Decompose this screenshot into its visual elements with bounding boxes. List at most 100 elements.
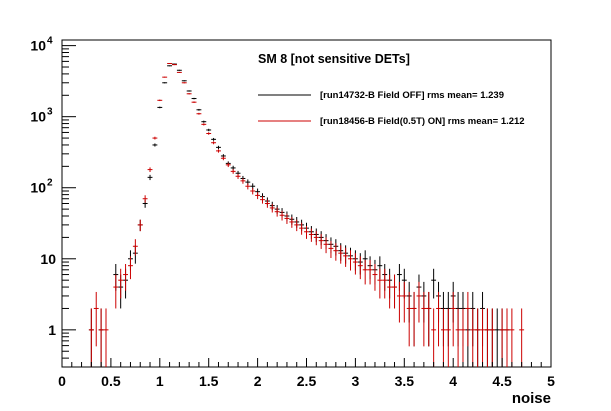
data-point	[186, 90, 192, 92]
x-tick-label: 1	[156, 373, 164, 389]
data-point	[113, 274, 119, 309]
data-point	[191, 97, 197, 100]
data-point	[260, 196, 265, 204]
data-point	[465, 291, 471, 347]
data-point	[362, 259, 368, 285]
data-point	[274, 207, 280, 217]
data-point	[162, 82, 168, 84]
data-point	[128, 256, 133, 280]
x-tick-label: 1.5	[199, 373, 219, 389]
data-point	[157, 99, 163, 102]
data-point	[196, 112, 202, 115]
data-point	[181, 80, 187, 82]
data-point	[132, 239, 138, 256]
data-point	[416, 281, 422, 323]
data-point	[352, 253, 358, 275]
data-point	[264, 199, 270, 208]
data-point	[411, 291, 417, 347]
data-point	[333, 243, 339, 261]
data-point	[98, 308, 104, 367]
x-tick-label: 3.5	[395, 373, 415, 389]
data-point	[269, 203, 275, 213]
data-point	[480, 308, 485, 367]
data-point	[289, 216, 295, 228]
data-point	[88, 308, 94, 367]
data-point	[338, 245, 344, 264]
data-point	[357, 256, 363, 280]
x-tick-label: 5	[547, 373, 555, 389]
y-tick-label: 10	[30, 109, 46, 125]
data-point	[176, 69, 182, 71]
data-point	[475, 308, 481, 367]
y-tick-exponent: 4	[47, 36, 53, 47]
data-point	[318, 234, 324, 249]
data-point	[396, 281, 402, 323]
chart-title: SM 8 [not sensitive DETs]	[258, 52, 410, 66]
data-point	[250, 187, 256, 195]
data-point	[152, 136, 158, 140]
data-point	[489, 308, 495, 367]
data-point	[348, 250, 353, 271]
data-point	[460, 308, 466, 367]
series-0	[88, 63, 510, 367]
data-point	[387, 274, 393, 309]
legend: [run14732-B Field OFF] rms mean= 1.239 […	[258, 90, 525, 127]
data-point	[382, 268, 388, 299]
data-point	[216, 145, 221, 150]
data-point	[181, 82, 187, 84]
x-axis-title: noise	[512, 390, 551, 407]
data-point	[431, 308, 437, 367]
data-point	[421, 291, 427, 347]
data-point	[323, 237, 329, 254]
data-point	[294, 219, 300, 232]
data-point	[152, 143, 158, 147]
data-point	[504, 308, 510, 367]
data-point	[196, 108, 202, 111]
data-point	[313, 231, 319, 246]
y-tick-label: 1	[48, 322, 56, 338]
data-point	[235, 173, 241, 179]
data-point	[211, 141, 217, 145]
data-point	[455, 308, 461, 367]
y-tick-label: 10	[30, 180, 46, 196]
data-point	[103, 308, 109, 367]
data-point	[450, 291, 456, 347]
data-point	[367, 259, 373, 285]
data-point	[123, 263, 129, 291]
data-point	[191, 101, 197, 103]
data-point	[142, 195, 148, 203]
y-tick-exponent: 2	[47, 178, 53, 189]
data-point	[245, 183, 251, 190]
data-point	[225, 162, 231, 168]
data-point	[147, 167, 153, 172]
data-point	[201, 123, 207, 126]
legend-label-field-on: [run18456-B Field(0.5T) ON] rms mean= 1.…	[320, 116, 525, 127]
data-point	[343, 247, 349, 267]
x-tick-label: 0	[58, 373, 66, 389]
data-point	[431, 268, 437, 299]
data-point	[426, 291, 432, 347]
data-point	[220, 156, 226, 161]
data-point	[299, 222, 305, 235]
data-point	[201, 120, 207, 123]
x-tick-label: 4	[449, 373, 457, 389]
data-point	[216, 149, 221, 153]
x-tick-label: 0.5	[101, 373, 121, 389]
data-point	[167, 65, 173, 67]
data-point	[401, 281, 407, 323]
legend-label-field-off: [run14732-B Field OFF] rms mean= 1.239	[320, 90, 504, 101]
data-point	[211, 137, 217, 141]
data-point	[137, 219, 143, 232]
data-point	[509, 308, 515, 367]
data-point	[308, 228, 314, 242]
x-tick-label: 4.5	[492, 373, 512, 389]
y-tick-label: 10	[40, 251, 56, 267]
data-point	[372, 263, 378, 291]
data-point	[176, 71, 182, 73]
data-point	[255, 192, 261, 200]
data-point	[440, 308, 446, 367]
data-point	[328, 241, 334, 259]
x-tick-label: 3	[352, 373, 360, 389]
data-point	[436, 291, 441, 347]
